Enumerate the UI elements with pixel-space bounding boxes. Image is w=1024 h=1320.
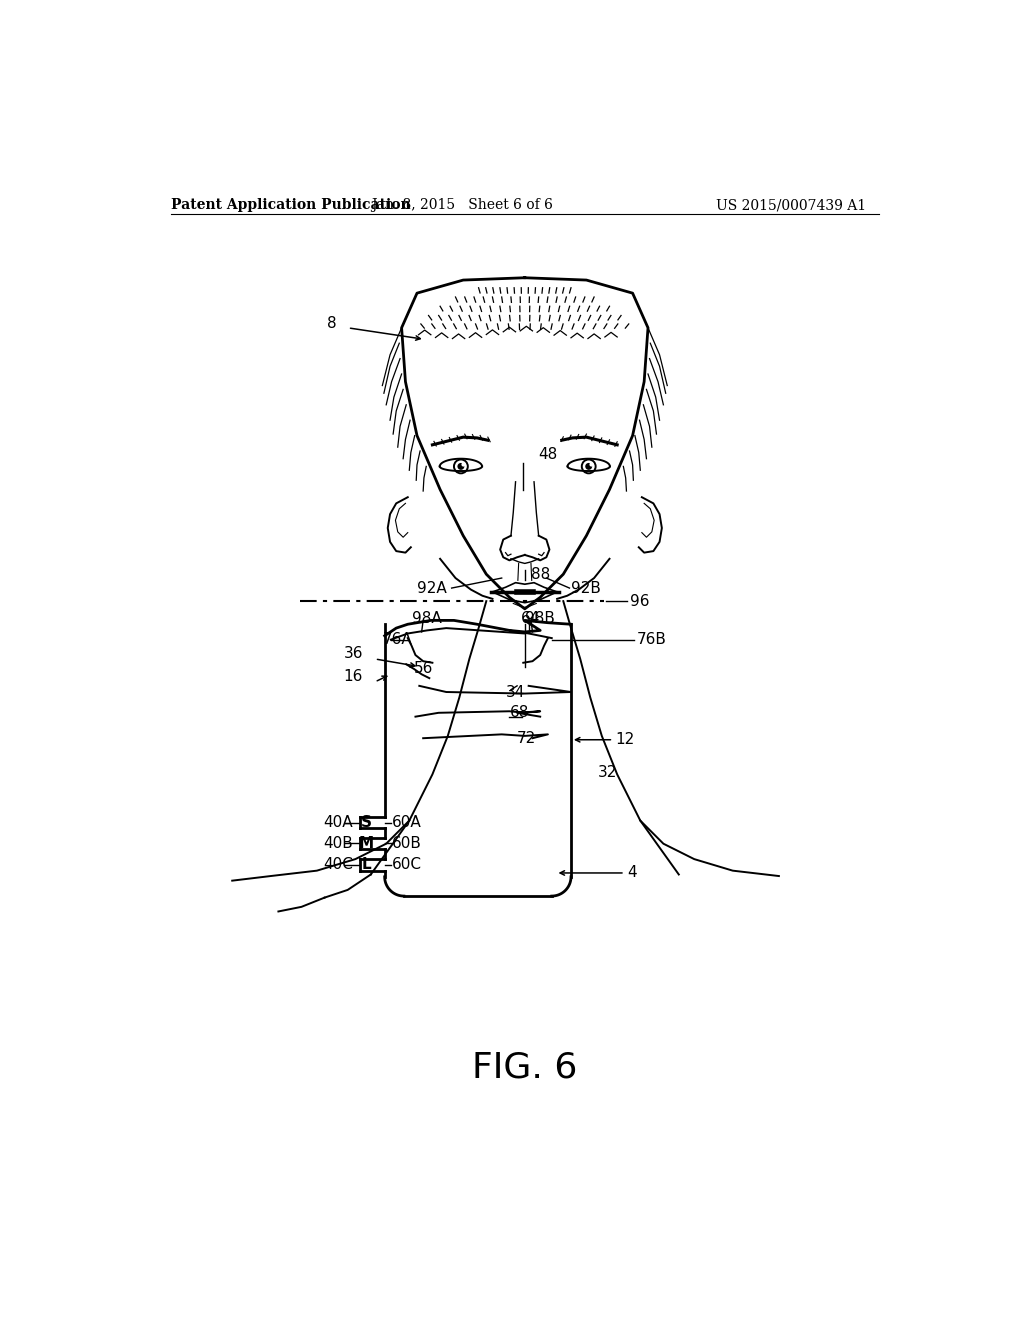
Text: 60A: 60A — [392, 814, 422, 830]
Text: 4: 4 — [628, 866, 637, 880]
Text: FIG. 6: FIG. 6 — [472, 1049, 578, 1084]
Text: 98B: 98B — [524, 611, 555, 626]
Text: 32: 32 — [598, 766, 617, 780]
Text: 88: 88 — [531, 566, 550, 582]
Ellipse shape — [458, 463, 464, 470]
Text: S: S — [360, 814, 372, 830]
Text: Jan. 8, 2015   Sheet 6 of 6: Jan. 8, 2015 Sheet 6 of 6 — [371, 198, 553, 213]
Text: US 2015/0007439 A1: US 2015/0007439 A1 — [716, 198, 866, 213]
Text: 92B: 92B — [571, 581, 601, 595]
Text: 64: 64 — [521, 611, 541, 626]
Text: 56: 56 — [414, 661, 433, 676]
Ellipse shape — [586, 463, 592, 470]
Text: L: L — [361, 858, 371, 873]
Text: 92A: 92A — [417, 581, 446, 595]
Text: 60B: 60B — [392, 836, 422, 851]
Text: 34: 34 — [506, 685, 525, 700]
Text: M: M — [358, 836, 374, 851]
Text: 76B: 76B — [637, 632, 667, 647]
Text: 72: 72 — [517, 731, 537, 746]
Text: 48: 48 — [539, 447, 558, 462]
Text: 16: 16 — [344, 669, 364, 684]
Text: 60C: 60C — [392, 858, 422, 873]
Text: 36: 36 — [344, 645, 364, 661]
Text: 98A: 98A — [412, 611, 441, 626]
Text: 40B: 40B — [323, 836, 353, 851]
Text: 96: 96 — [630, 594, 649, 609]
Text: 12: 12 — [615, 733, 635, 747]
Text: 76A: 76A — [382, 632, 412, 647]
Text: 40C: 40C — [323, 858, 353, 873]
Text: 68: 68 — [509, 705, 528, 721]
Text: Patent Application Publication: Patent Application Publication — [171, 198, 411, 213]
Text: 8: 8 — [328, 317, 337, 331]
Text: 40A: 40A — [323, 814, 352, 830]
